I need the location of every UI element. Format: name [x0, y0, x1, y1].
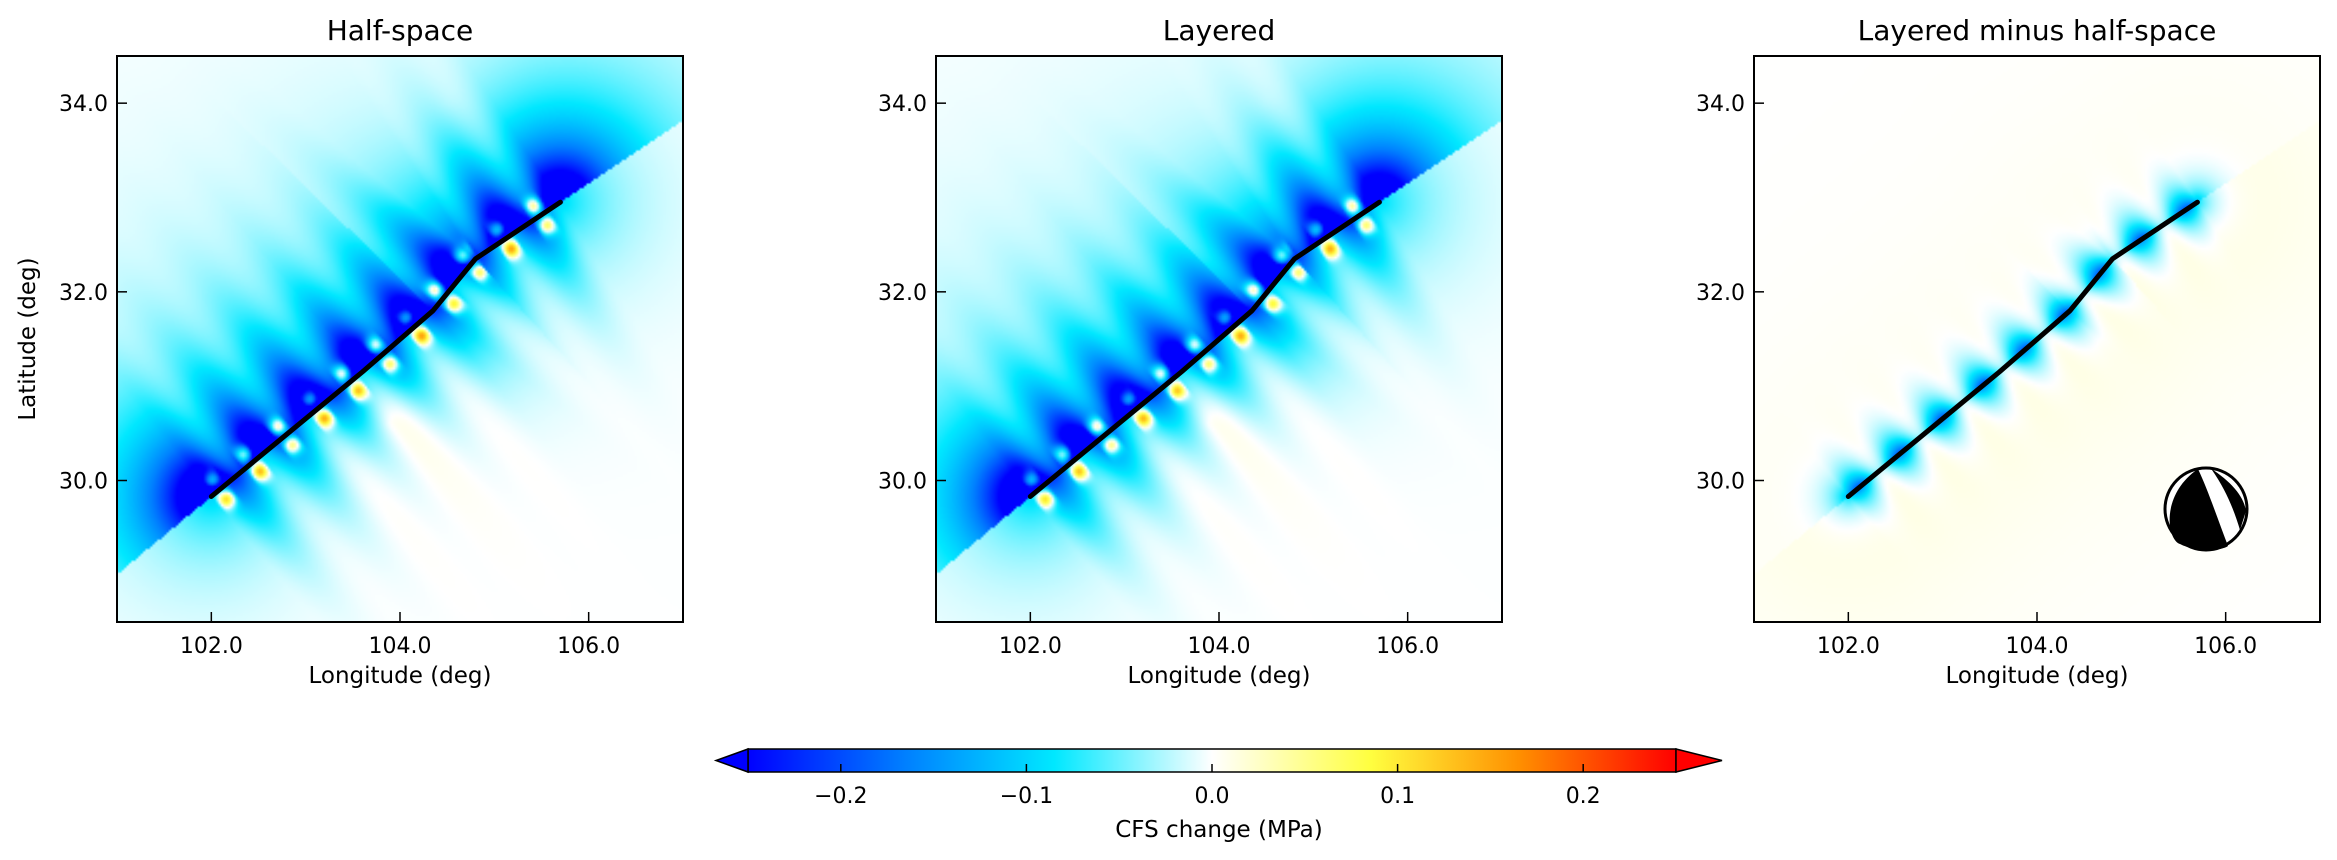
plot-frame — [116, 55, 684, 623]
y-axis-label: Latitude (deg) — [15, 257, 41, 420]
x-tick-label: 104.0 — [2006, 634, 2069, 659]
colorbar-label: CFS change (MPa) — [1115, 817, 1322, 843]
colorbar-tick-label: 0.0 — [1195, 784, 1230, 809]
colorbar-tick-label: 0.1 — [1380, 784, 1415, 809]
y-tick-label: 30.0 — [59, 470, 108, 495]
fault-line — [1027, 199, 1382, 499]
x-axis-label: Longitude (deg) — [1127, 663, 1310, 689]
colorbar-tick-label: −0.2 — [814, 784, 867, 809]
colorbar-ticks: −0.2 −0.1 0.0 0.1 0.2 — [814, 764, 1601, 809]
y-tick-label: 34.0 — [1696, 92, 1745, 117]
x-tick-label: 106.0 — [2194, 634, 2257, 659]
y-tick-label: 30.0 — [1696, 470, 1745, 495]
y-tick-label: 32.0 — [1696, 281, 1745, 306]
x-tick-label: 104.0 — [369, 634, 432, 659]
fault-trace — [1845, 199, 2200, 499]
panel-title: Layered minus half-space — [1858, 14, 2217, 47]
x-tick-label: 106.0 — [557, 634, 620, 659]
x-tick-label: 104.0 — [1188, 634, 1251, 659]
x-tick-label: 102.0 — [1817, 634, 1880, 659]
y-tick-label: 34.0 — [878, 92, 927, 117]
colorbar-tick-label: 0.2 — [1566, 784, 1601, 809]
panel-title: Layered — [1163, 14, 1275, 47]
x-tick-label: 102.0 — [999, 634, 1062, 659]
x-axis-label: Longitude (deg) — [308, 663, 491, 689]
colorbar: −0.2 −0.1 0.0 0.1 0.2 CFS change (MPa) — [713, 747, 1723, 843]
y-tick-label: 30.0 — [878, 470, 927, 495]
fault-trace — [208, 199, 563, 499]
fault-trace — [1027, 199, 1382, 499]
colorbar-extend-high — [1675, 748, 1723, 773]
x-tick-label: 102.0 — [180, 634, 243, 659]
plot-frame — [1753, 55, 2321, 623]
plot-frame — [935, 55, 1503, 623]
y-tick-label: 32.0 — [878, 281, 927, 306]
colorbar-tick-label: −0.1 — [1000, 784, 1053, 809]
y-tick-label: 34.0 — [59, 92, 108, 117]
x-tick-label: 106.0 — [1376, 634, 1439, 659]
y-tick-label: 32.0 — [59, 281, 108, 306]
colorbar-extend-low — [713, 747, 749, 774]
panel-title: Half-space — [327, 14, 474, 47]
fault-line — [1845, 199, 2200, 499]
focal-mechanism-beachball — [2163, 466, 2249, 552]
axis-ticks: 102.0 104.0 106.0 30.0 32.0 34.0 — [878, 92, 1439, 659]
axis-ticks: 102.0 104.0 106.0 30.0 32.0 34.0 — [59, 92, 620, 659]
panel-half-space: Half-space 102.0 104.0 106.0 30.0 32.0 34.0 L… — [15, 14, 684, 689]
axis-ticks: 102.0 104.0 106.0 30.0 32.0 34.0 — [1696, 92, 2257, 659]
x-axis-label: Longitude (deg) — [1945, 663, 2128, 689]
fault-line — [208, 199, 563, 499]
panel-difference: Layered minus half-space 102.0 104.0 106.0… — [1696, 14, 2321, 689]
panel-layered: Layered 102.0 104.0 106.0 30.0 32.0 34.0 Long… — [878, 14, 1503, 689]
